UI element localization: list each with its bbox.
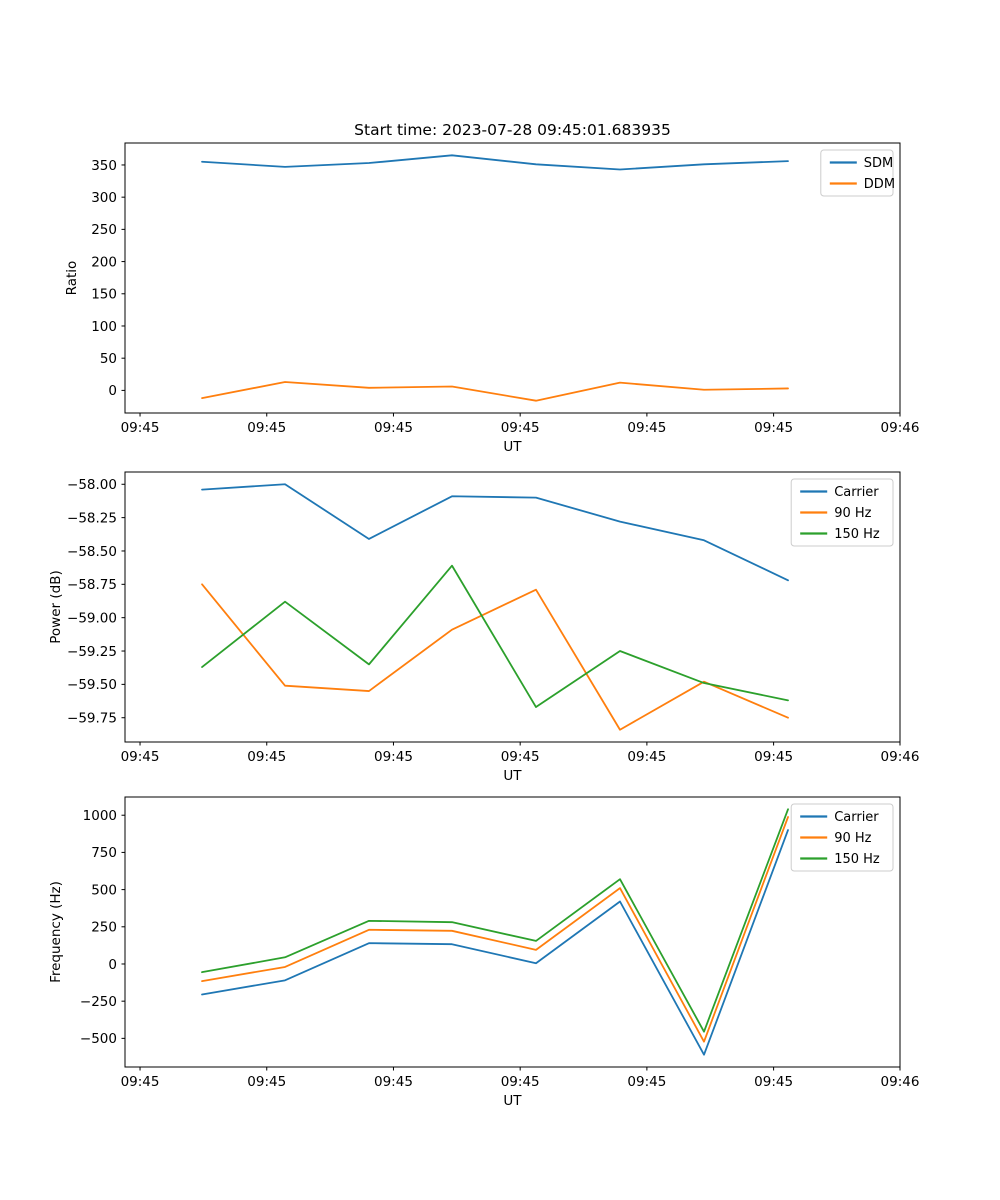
y-tick-label: −59.75 — [67, 711, 117, 727]
y-tick-label: 250 — [91, 222, 117, 238]
x-tick-label: 09:45 — [627, 749, 666, 765]
x-tick-label: 09:45 — [627, 420, 666, 436]
y-tick-label: 50 — [100, 351, 117, 367]
series-line-150-hz — [201, 808, 789, 1033]
x-tick-label: 09:45 — [247, 749, 286, 765]
axes-frame — [124, 471, 901, 743]
y-tick-label: 100 — [91, 319, 117, 335]
x-tick-label: 09:45 — [247, 420, 286, 436]
x-axis-label: UT — [503, 1093, 522, 1109]
x-tick-label: 09:45 — [754, 1074, 793, 1090]
subplot-power-plot: −59.75 −59.50 −59.25 −59.00 −58.75 −58.50 −58.… — [48, 471, 920, 784]
legend-label-carrier: Carrier — [834, 810, 879, 825]
x-tick-label: 09:45 — [627, 1074, 666, 1090]
x-tick-label: 09:45 — [501, 749, 540, 765]
x-tick-label: 09:45 — [121, 420, 160, 436]
y-tick-label: −58.25 — [67, 510, 117, 526]
y-tick-label: −58.50 — [67, 544, 117, 560]
y-tick-label: 0 — [108, 383, 117, 399]
legend-box — [790, 478, 894, 547]
series-line-150-hz — [201, 564, 789, 708]
legend-label-90-hz: 90 Hz — [834, 831, 871, 846]
x-tick-label: 09:45 — [754, 420, 793, 436]
y-tick-label: −250 — [80, 994, 117, 1010]
series-line-90-hz — [201, 816, 789, 1043]
x-tick-label: 09:45 — [121, 749, 160, 765]
x-tick-label: 09:46 — [881, 749, 920, 765]
x-tick-label: 09:45 — [247, 1074, 286, 1090]
axes-frame — [124, 796, 901, 1068]
y-tick-label: 350 — [91, 158, 117, 174]
x-tick-label: 09:46 — [881, 1074, 920, 1090]
y-tick-label: −58.00 — [67, 477, 117, 493]
x-tick-label: 09:45 — [374, 1074, 413, 1090]
legend-label-150-hz: 150 Hz — [834, 852, 880, 867]
x-tick-label: 09:45 — [121, 1074, 160, 1090]
legend: Carrier 90 Hz 150 Hz — [790, 803, 894, 872]
y-tick-label: 0 — [108, 957, 117, 973]
x-tick-label: 09:45 — [501, 420, 540, 436]
legend-box — [790, 803, 894, 872]
y-tick-label: 500 — [91, 882, 117, 898]
x-tick-label: 09:45 — [374, 420, 413, 436]
legend-label-sdm: SDM — [864, 156, 893, 171]
subplot-ratio-plot: 0 50 100 150 200 250 300 350 09:45 09:45 09:45 09:4… — [64, 142, 920, 455]
y-tick-label: 1000 — [83, 808, 117, 824]
figure-title: Start time: 2023-07-28 09:45:01.683935 — [354, 121, 671, 139]
x-tick-label: 09:46 — [881, 420, 920, 436]
legend-label-ddm: DDM — [864, 177, 895, 192]
series-line-carrier — [201, 829, 789, 1056]
legend: Carrier 90 Hz 150 Hz — [790, 478, 894, 547]
x-tick-label: 09:45 — [501, 1074, 540, 1090]
y-tick-label: 300 — [91, 190, 117, 206]
y-axis-label: Power (dB) — [48, 570, 64, 643]
series-line-90-hz — [201, 583, 789, 731]
axes-frame — [124, 142, 901, 414]
y-tick-label: −58.75 — [67, 577, 117, 593]
y-tick-label: 200 — [91, 254, 117, 270]
x-tick-label: 09:45 — [754, 749, 793, 765]
y-tick-label: −59.50 — [67, 677, 117, 693]
x-axis-label: UT — [503, 768, 522, 784]
x-tick-label: 09:45 — [374, 749, 413, 765]
y-tick-label: 250 — [91, 920, 117, 936]
y-axis-label: Ratio — [64, 261, 80, 296]
legend-label-150-hz: 150 Hz — [834, 527, 880, 542]
legend: SDM DDM — [820, 149, 895, 197]
y-tick-label: 150 — [91, 287, 117, 303]
legend-label-carrier: Carrier — [834, 485, 879, 500]
y-tick-label: −59.00 — [67, 610, 117, 626]
series-line-ddm — [201, 381, 789, 402]
series-line-sdm — [201, 154, 789, 171]
subplot-frequency-plot: −500 −250 0 250 500 750 1000 09:45 09:45 09:45 09:… — [48, 796, 920, 1109]
y-tick-label: −500 — [80, 1031, 117, 1047]
y-tick-label: 750 — [91, 845, 117, 861]
series-line-carrier — [201, 483, 789, 582]
y-tick-label: −59.25 — [67, 644, 117, 660]
y-axis-label: Frequency (Hz) — [48, 881, 64, 983]
x-axis-label: UT — [503, 439, 522, 455]
legend-label-90-hz: 90 Hz — [834, 506, 871, 521]
